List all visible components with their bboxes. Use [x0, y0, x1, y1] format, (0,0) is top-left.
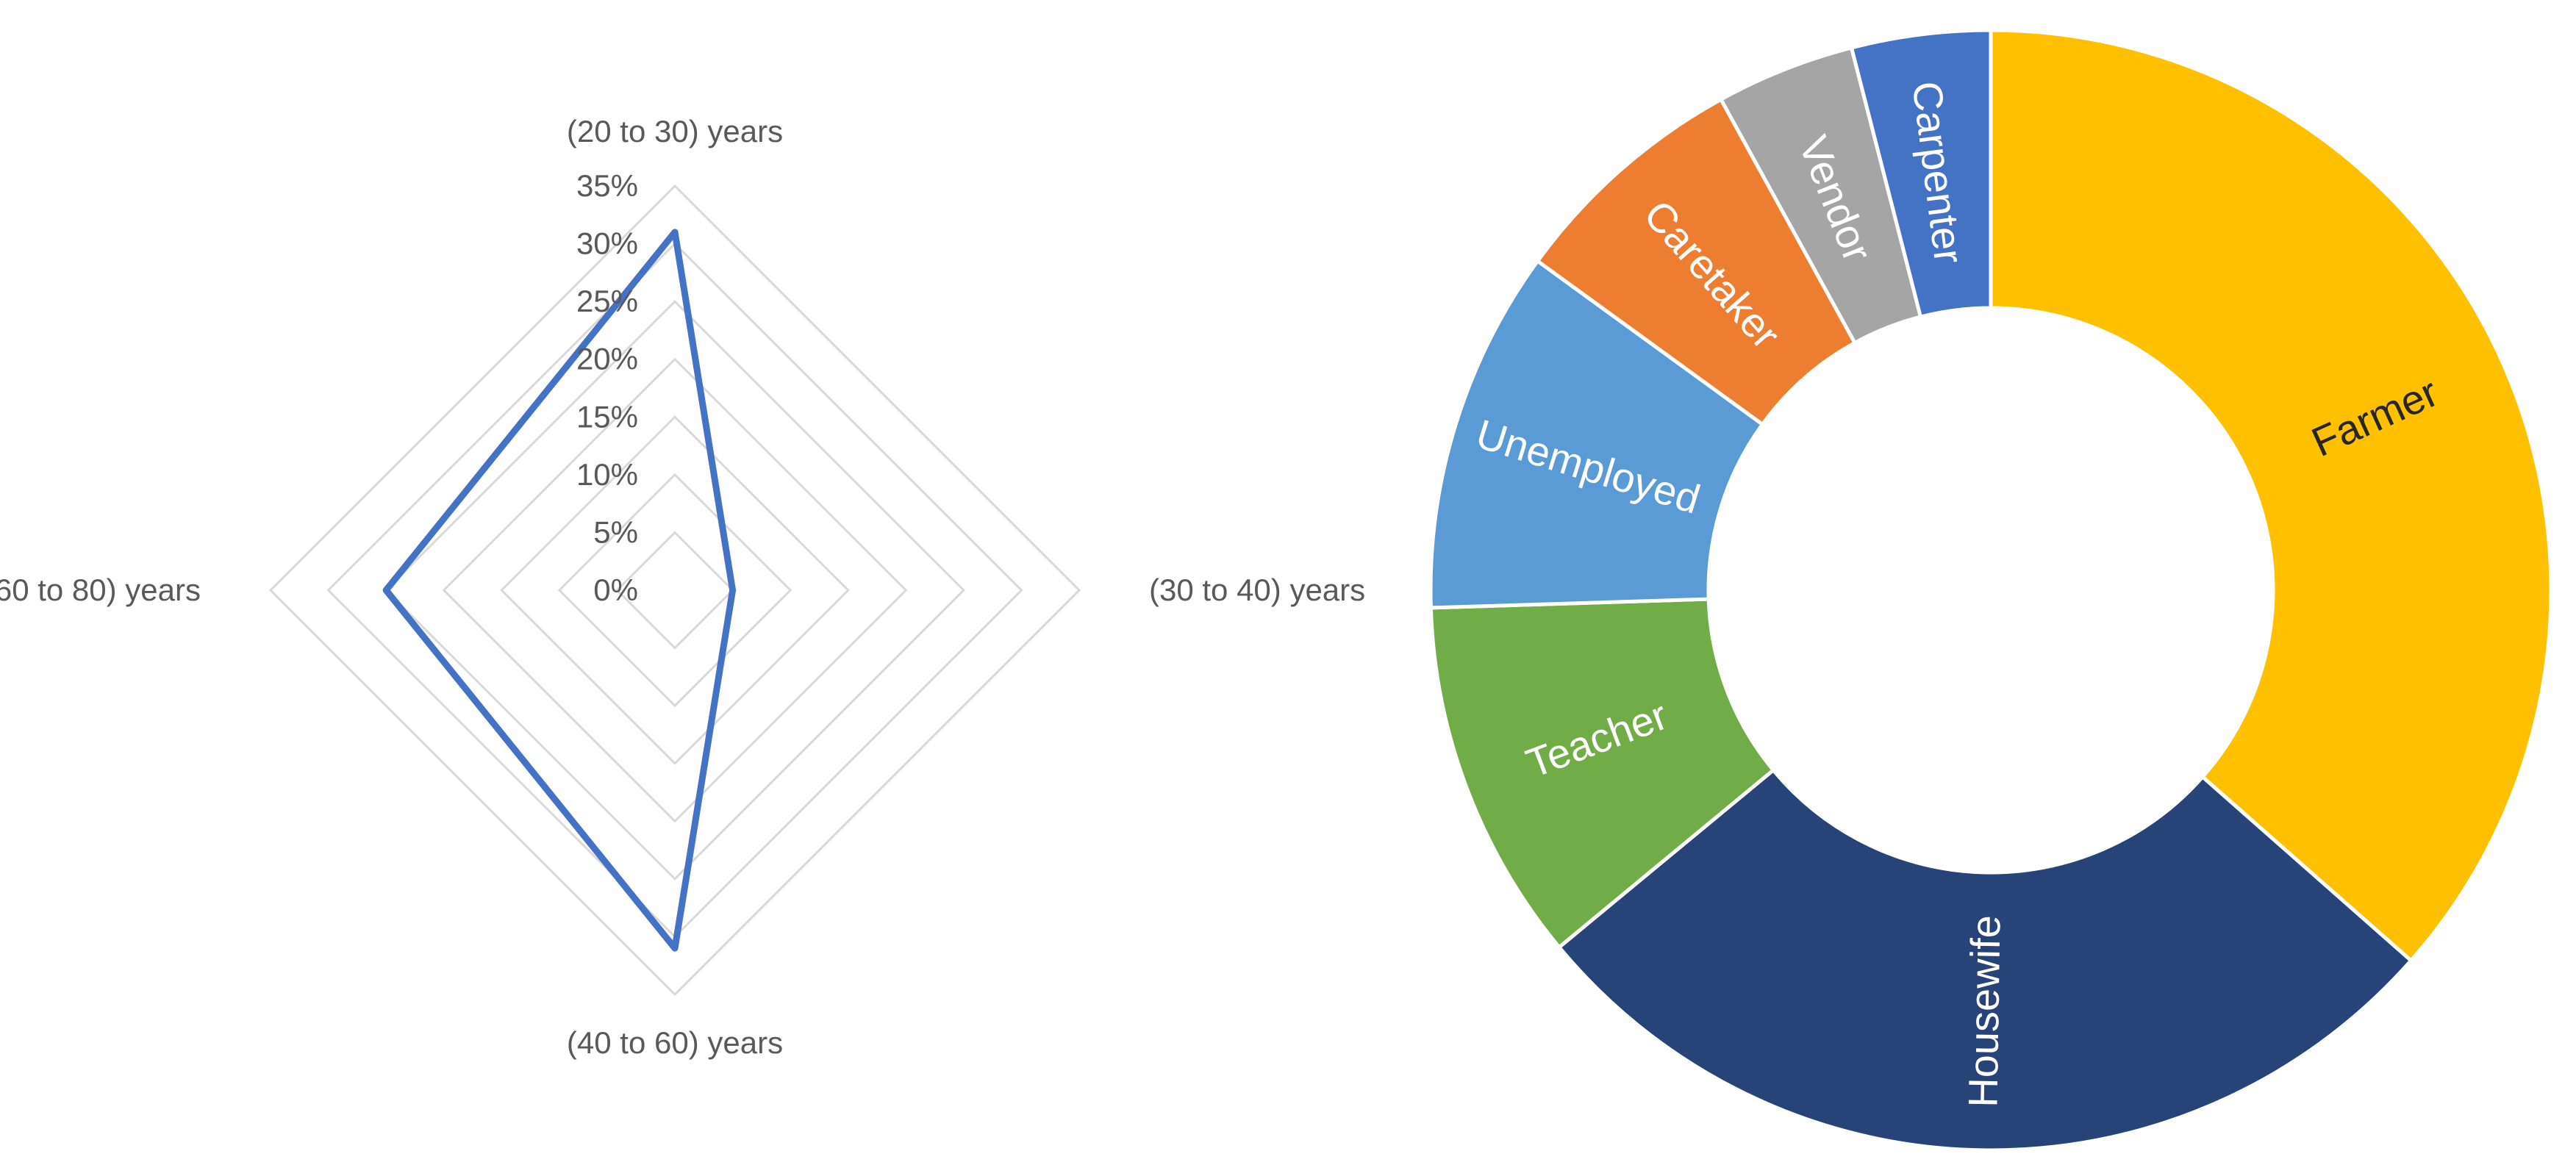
radar-category-labels: (20 to 30) years (30 to 40) years (40 to 6…	[0, 114, 1365, 1060]
radar-category-label: (40 to 60) years	[567, 1025, 783, 1060]
radar-tick-label: 5%	[593, 514, 638, 549]
radar-category-label: (20 to 30) years	[567, 114, 783, 148]
radar-category-label: (30 to 40) years	[1149, 573, 1365, 607]
radar-grid-ring	[268, 184, 1081, 997]
radar-series	[382, 229, 737, 952]
radar-grid-ring	[326, 242, 1023, 939]
radar-point	[674, 231, 676, 233]
radar-grid-ring	[615, 531, 734, 650]
radar-tick-label: 35%	[576, 168, 638, 203]
donut-slice-farmer	[1989, 28, 2553, 964]
radar-point	[385, 589, 387, 591]
radar-grid	[268, 184, 1081, 997]
radar-tick-label: 30%	[576, 226, 638, 261]
radar-category-label: (60 to 80) years	[0, 573, 201, 607]
radar-tick-label: 10%	[576, 457, 638, 492]
radar-tick-label: 0%	[593, 573, 638, 607]
radar-tick-labels: 0% 5% 10% 15% 20% 25% 30% 35%	[576, 168, 638, 607]
radar-grid-ring	[384, 300, 965, 881]
radar-tick-label: 20%	[576, 342, 638, 376]
radar-tick-label: 25%	[576, 284, 638, 318]
radar-grid-ring	[557, 473, 793, 708]
donut-slice-label: Housewife	[1959, 915, 2008, 1108]
donut-slice-teacher	[1428, 597, 1776, 950]
donut-slice-unemployed	[1428, 258, 1765, 610]
radar-point	[731, 589, 734, 591]
donut-slice-housewife	[1556, 767, 2414, 1152]
donut-slices	[1428, 28, 2553, 1152]
radar-grid-ring	[442, 357, 908, 823]
radar-tick-label: 15%	[576, 399, 638, 434]
donut-slice-carpenter	[1849, 28, 1993, 320]
radar-grid-ring	[500, 415, 850, 765]
radar-point	[674, 947, 676, 950]
radar-chart: 0%5%10%15%20%25%30%35% (20 to 30) years(…	[0, 114, 1365, 1060]
donut-chart: FarmerHousewifeTeacherUnemployedCaretake…	[1428, 28, 2553, 1152]
